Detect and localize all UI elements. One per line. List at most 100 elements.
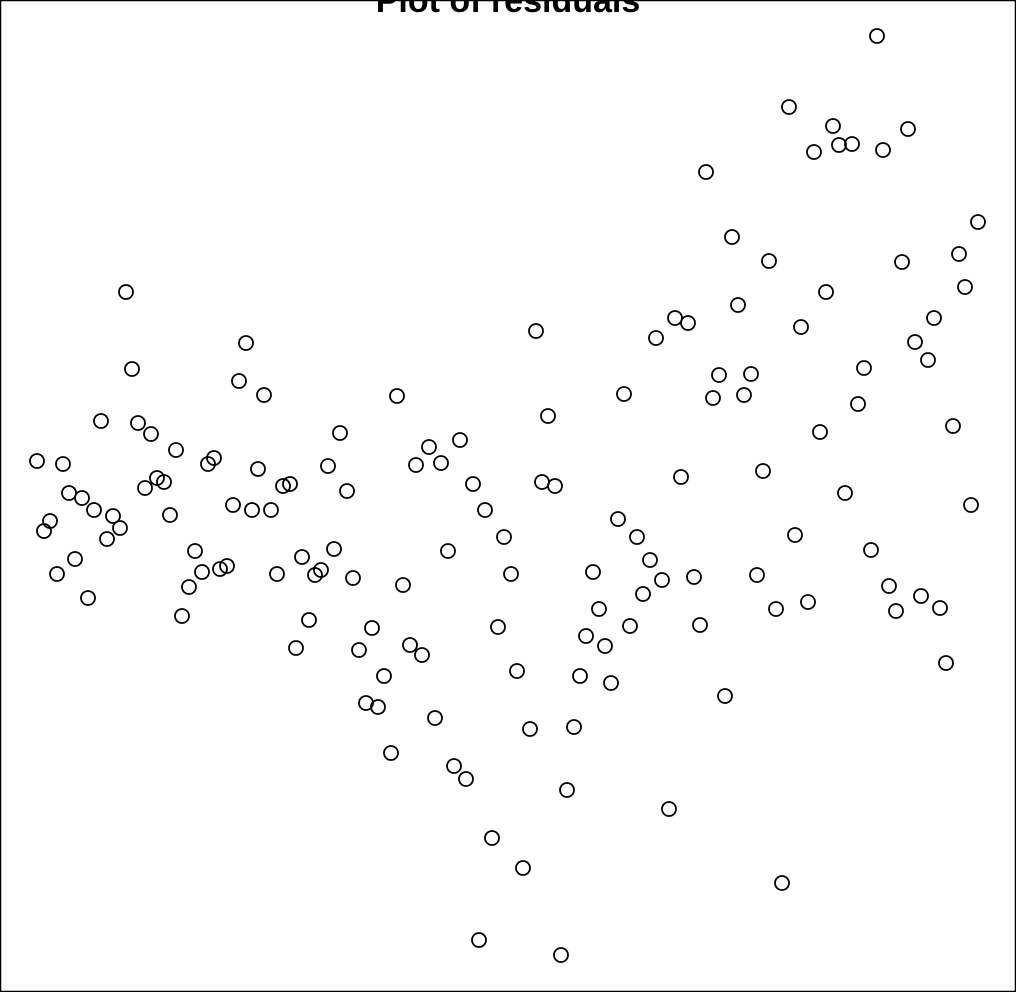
point bbox=[806, 144, 822, 160]
point bbox=[301, 612, 317, 628]
point bbox=[818, 284, 834, 300]
point bbox=[376, 668, 392, 684]
point bbox=[692, 617, 708, 633]
point bbox=[156, 474, 172, 490]
point bbox=[661, 801, 677, 817]
point bbox=[402, 637, 418, 653]
point bbox=[294, 549, 310, 565]
point bbox=[194, 564, 210, 580]
point bbox=[812, 424, 828, 440]
point bbox=[433, 455, 449, 471]
point bbox=[673, 469, 689, 485]
point bbox=[698, 164, 714, 180]
point bbox=[837, 485, 853, 501]
point bbox=[920, 352, 936, 368]
point bbox=[622, 618, 638, 634]
point bbox=[522, 721, 538, 737]
point bbox=[781, 99, 797, 115]
point bbox=[332, 425, 348, 441]
point bbox=[212, 561, 228, 577]
point bbox=[749, 567, 765, 583]
point bbox=[869, 28, 885, 44]
point bbox=[755, 463, 771, 479]
point bbox=[383, 745, 399, 761]
point bbox=[269, 566, 285, 582]
point bbox=[945, 418, 961, 434]
point bbox=[452, 432, 468, 448]
point bbox=[320, 458, 336, 474]
point bbox=[99, 531, 115, 547]
point bbox=[250, 461, 266, 477]
point bbox=[875, 142, 891, 158]
point bbox=[351, 642, 367, 658]
point bbox=[503, 566, 519, 582]
point bbox=[200, 456, 216, 472]
point bbox=[863, 542, 879, 558]
point bbox=[717, 688, 733, 704]
point bbox=[793, 319, 809, 335]
point bbox=[547, 478, 563, 494]
point bbox=[509, 663, 525, 679]
point bbox=[540, 408, 556, 424]
point bbox=[553, 947, 569, 963]
point bbox=[881, 578, 897, 594]
point bbox=[711, 367, 727, 383]
point bbox=[724, 229, 740, 245]
point bbox=[238, 335, 254, 351]
point bbox=[534, 474, 550, 490]
point bbox=[55, 456, 71, 472]
point bbox=[787, 527, 803, 543]
point bbox=[225, 497, 241, 513]
point bbox=[143, 426, 159, 442]
point bbox=[597, 638, 613, 654]
point bbox=[559, 782, 575, 798]
point bbox=[130, 415, 146, 431]
point bbox=[496, 529, 512, 545]
point bbox=[389, 388, 405, 404]
point bbox=[913, 588, 929, 604]
point bbox=[743, 366, 759, 382]
point bbox=[768, 601, 784, 617]
point bbox=[29, 453, 45, 469]
point bbox=[490, 619, 506, 635]
point bbox=[907, 334, 923, 350]
point bbox=[635, 586, 651, 602]
point bbox=[610, 511, 626, 527]
point bbox=[326, 541, 342, 557]
point bbox=[244, 502, 260, 518]
point bbox=[686, 569, 702, 585]
point bbox=[256, 387, 272, 403]
point bbox=[774, 875, 790, 891]
point bbox=[206, 450, 222, 466]
point bbox=[730, 297, 746, 313]
point bbox=[414, 647, 430, 663]
point bbox=[938, 655, 954, 671]
point bbox=[800, 594, 816, 610]
point bbox=[275, 478, 291, 494]
point bbox=[680, 315, 696, 331]
point bbox=[61, 485, 77, 501]
point bbox=[174, 608, 190, 624]
point bbox=[408, 457, 424, 473]
point bbox=[288, 640, 304, 656]
point bbox=[825, 118, 841, 134]
chart-title: Plot of residuals bbox=[376, 0, 641, 20]
point bbox=[831, 137, 847, 153]
point bbox=[951, 246, 967, 262]
point bbox=[642, 552, 658, 568]
point bbox=[970, 214, 986, 230]
point bbox=[736, 387, 752, 403]
point bbox=[888, 603, 904, 619]
point bbox=[219, 558, 235, 574]
point bbox=[648, 330, 664, 346]
point bbox=[137, 480, 153, 496]
point bbox=[900, 121, 916, 137]
point bbox=[112, 520, 128, 536]
point bbox=[364, 620, 380, 636]
point bbox=[894, 254, 910, 270]
point bbox=[263, 502, 279, 518]
point bbox=[93, 413, 109, 429]
